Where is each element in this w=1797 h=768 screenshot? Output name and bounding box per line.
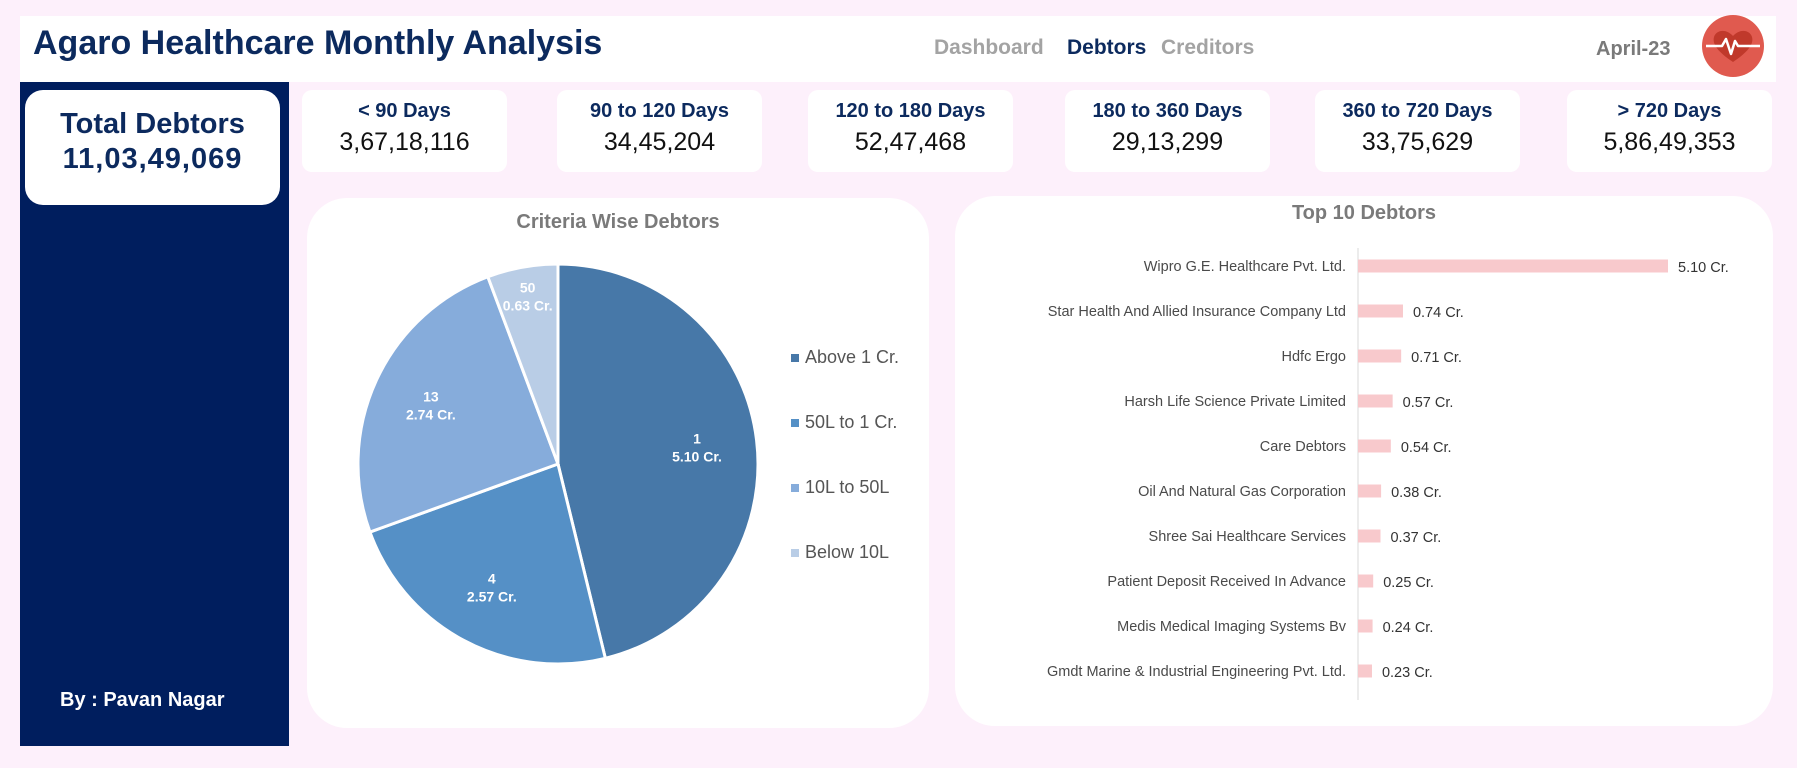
bar-category-label: Gmdt Marine & Industrial Engineering Pvt… xyxy=(1047,664,1346,680)
pie-slice xyxy=(356,274,560,534)
bar-value-label: 0.57 Cr. xyxy=(1403,395,1454,411)
kpi-card-120-180: 120 to 180 Days 52,47,468 xyxy=(808,90,1013,172)
bar-value-label: 0.37 Cr. xyxy=(1390,530,1441,546)
pie-slice-count-label: 13 xyxy=(423,388,439,404)
bar-value-label: 0.24 Cr. xyxy=(1383,620,1434,636)
bar-category-label: Oil And Natural Gas Corporation xyxy=(1138,484,1346,500)
bar xyxy=(1358,529,1381,543)
bar xyxy=(1358,349,1402,363)
kpi-label: 360 to 720 Days xyxy=(1342,100,1493,122)
legend-label: 10L to 50L xyxy=(805,477,889,497)
kpi-label: 90 to 120 Days xyxy=(590,100,729,122)
sidebar: Total Debtors 11,03,49,069 By : Pavan Na… xyxy=(20,82,289,746)
criteria-pie-chart: 1 5.10 Cr. 4 2.57 Cr. 13 2.74 Cr. 50 0.63 Cr. Ab… xyxy=(356,262,899,666)
legend-swatch xyxy=(791,484,799,492)
legend-swatch xyxy=(791,419,799,427)
bar xyxy=(1358,664,1372,678)
header-bar: Agaro Healthcare Monthly Analysis Dashbo… xyxy=(20,15,1776,82)
bar xyxy=(1358,484,1382,498)
pie-slice-value-label: 5.10 Cr. xyxy=(672,448,722,464)
legend-label: Above 1 Cr. xyxy=(805,347,899,367)
bar-category-label: Hdfc Ergo xyxy=(1282,349,1346,365)
kpi-label: 180 to 360 Days xyxy=(1092,100,1243,122)
tab-creditors[interactable]: Creditors xyxy=(1161,36,1255,59)
criteria-pie-panel: Criteria Wise Debtors 1 5.10 Cr. 4 2.57 Cr.… xyxy=(307,198,929,728)
author-credit: By : Pavan Nagar xyxy=(60,689,225,711)
pie-slice xyxy=(556,262,760,661)
bar xyxy=(1358,394,1393,408)
bar-value-label: 0.74 Cr. xyxy=(1413,305,1464,321)
total-debtors-label: Total Debtors xyxy=(60,108,245,140)
bar xyxy=(1358,304,1403,318)
bar-value-label: 0.71 Cr. xyxy=(1411,350,1462,366)
total-debtors-value: 11,03,49,069 xyxy=(62,143,243,175)
page-title: Agaro Healthcare Monthly Analysis xyxy=(33,24,603,62)
bar-chart-title: Top 10 Debtors xyxy=(1291,202,1437,224)
top-debtors-panel: Top 10 Debtors Wipro G.E. Healthcare Pvt… xyxy=(955,196,1773,726)
pie-slice-value-label: 0.63 Cr. xyxy=(503,298,553,314)
bar-value-label: 0.25 Cr. xyxy=(1383,575,1434,591)
pie-slice-count-label: 50 xyxy=(520,280,536,296)
pie-slice-count-label: 4 xyxy=(488,570,496,586)
bar-category-label: Wipro G.E. Healthcare Pvt. Ltd. xyxy=(1144,259,1346,275)
kpi-card-360-720: 360 to 720 Days 33,75,629 xyxy=(1315,90,1520,172)
kpi-value: 3,67,18,116 xyxy=(339,128,470,156)
total-debtors-card: Total Debtors 11,03,49,069 xyxy=(25,90,280,205)
bar-category-label: Care Debtors xyxy=(1260,439,1346,455)
tab-debtors[interactable]: Debtors xyxy=(1067,36,1147,59)
tab-dashboard[interactable]: Dashboard xyxy=(934,36,1044,59)
kpi-value: 34,45,204 xyxy=(603,128,716,156)
pie-slice-count-label: 1 xyxy=(693,430,701,446)
legend-swatch xyxy=(791,354,799,362)
kpi-value: 29,13,299 xyxy=(1111,128,1224,156)
kpi-value: 52,47,468 xyxy=(854,128,967,156)
bar-value-label: 0.54 Cr. xyxy=(1401,440,1452,456)
kpi-label: > 720 Days xyxy=(1617,100,1722,122)
legend-swatch xyxy=(791,549,799,557)
kpi-value: 33,75,629 xyxy=(1361,128,1474,156)
kpi-card-90-120: 90 to 120 Days 34,45,204 xyxy=(557,90,762,172)
legend-label: Below 10L xyxy=(805,542,889,562)
bar xyxy=(1358,619,1373,633)
bar-value-label: 0.38 Cr. xyxy=(1391,485,1442,501)
kpi-card-under-90: < 90 Days 3,67,18,116 xyxy=(302,90,507,172)
heart-pulse-icon xyxy=(1702,15,1764,77)
bar-category-label: Patient Deposit Received In Advance xyxy=(1107,574,1346,590)
period-label: April-23 xyxy=(1596,38,1671,60)
bar-category-label: Harsh Life Science Private Limited xyxy=(1124,394,1346,410)
bar-value-label: 0.23 Cr. xyxy=(1382,665,1433,681)
top-debtors-bar-chart: Wipro G.E. Healthcare Pvt. Ltd. 5.10 Cr. S… xyxy=(1047,248,1729,700)
kpi-card-180-360: 180 to 360 Days 29,13,299 xyxy=(1065,90,1270,172)
bar xyxy=(1358,574,1374,588)
kpi-label: < 90 Days xyxy=(358,100,451,122)
pie-slice xyxy=(368,462,608,666)
bar-category-label: Star Health And Allied Insurance Company… xyxy=(1048,304,1346,320)
pie-slice xyxy=(485,262,560,465)
bar xyxy=(1358,439,1391,453)
bar-category-label: Shree Sai Healthcare Services xyxy=(1149,529,1346,545)
pie-chart-title: Criteria Wise Debtors xyxy=(516,211,720,233)
bar xyxy=(1358,259,1668,273)
bar-value-label: 5.10 Cr. xyxy=(1678,260,1729,276)
kpi-label: 120 to 180 Days xyxy=(835,100,986,122)
pie-slice-value-label: 2.74 Cr. xyxy=(406,406,456,422)
kpi-value: 5,86,49,353 xyxy=(1603,128,1736,156)
pie-slice-value-label: 2.57 Cr. xyxy=(467,588,517,604)
kpi-card-over-720: > 720 Days 5,86,49,353 xyxy=(1567,90,1772,172)
legend-label: 50L to 1 Cr. xyxy=(805,412,897,432)
bar-category-label: Medis Medical Imaging Systems Bv xyxy=(1117,619,1347,635)
